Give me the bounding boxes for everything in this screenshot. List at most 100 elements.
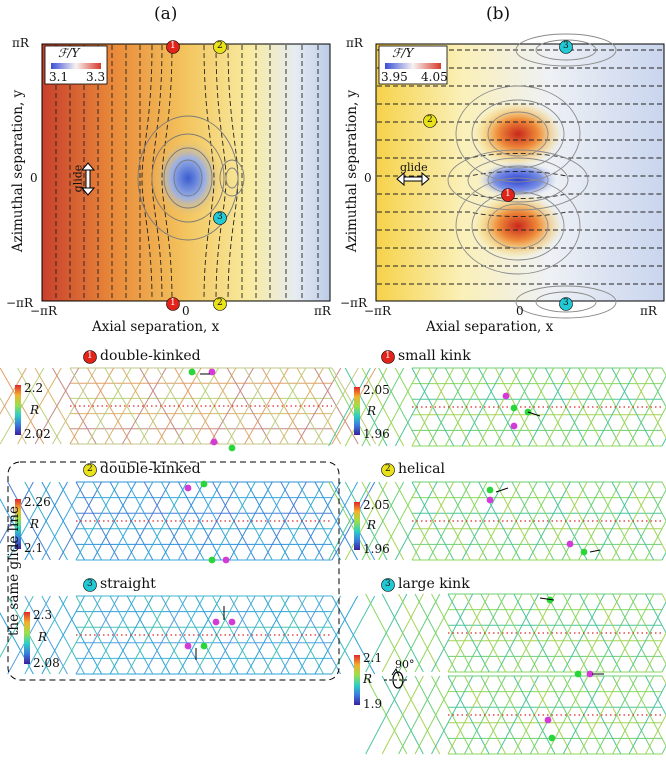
disclination-dot (188, 368, 196, 376)
disclination-dot (184, 484, 192, 492)
contour-ring (471, 191, 565, 261)
a-ytick-mid: 0 (30, 171, 38, 185)
mesh-tube (365, 675, 666, 755)
legend-a-title: ℱ/Y (58, 46, 80, 60)
a-xtick-left: −πR (30, 304, 57, 318)
disclination-dot (548, 734, 556, 742)
cb-a3-max: 2.3 (33, 608, 53, 622)
cfg-b1-title: small kink (398, 348, 471, 364)
legend-b-min: 3.95 (381, 70, 408, 84)
contour-line (377, 211, 663, 217)
marker-a-1-top (166, 40, 180, 54)
legend-b-colorbar (385, 63, 441, 69)
mesh-tube (328, 481, 666, 561)
colorbar-a1 (15, 385, 21, 435)
contour-ring (225, 167, 239, 189)
mesh-tube (365, 593, 666, 673)
cb-a3-mid: R (38, 630, 48, 644)
marker-b-1 (501, 188, 515, 202)
marker-b-2 (423, 114, 437, 128)
a-glide-label: glide (71, 164, 85, 193)
disclination-dot (228, 618, 236, 626)
glide-arrow (527, 411, 541, 417)
b-xlabel: Axial separation, x (426, 319, 554, 335)
disclination-dot (184, 642, 192, 650)
cb-b2-min: 1.96 (363, 542, 390, 556)
glide-arrow (589, 549, 601, 553)
disclination-markers (184, 368, 604, 742)
cfg-b3-num: 3 (385, 579, 391, 589)
a-xtick-right: πR (314, 304, 331, 318)
glide-arrow (539, 597, 555, 601)
marker-a-2-top-num: 2 (217, 41, 223, 51)
mesh-tube (328, 367, 666, 447)
panel-b-label: (b) (486, 4, 511, 24)
a-ylabel: Azimuthal separation, y (10, 89, 26, 253)
disclination-dot (486, 486, 494, 494)
glide-arrow-a (80, 162, 96, 196)
legend-a-colorbar (51, 63, 101, 69)
disclination-dot (486, 496, 494, 504)
cfg-b3-title: large kink (398, 576, 470, 592)
contour-ring (535, 39, 597, 61)
legend-a-max: 3.3 (86, 70, 106, 84)
disclination-dot (566, 540, 574, 548)
a-ytick-top: πR (12, 36, 29, 50)
colorbar-b1 (354, 387, 360, 435)
cb-b1-mid: R (367, 404, 377, 418)
a-ytick-bot: −πR (6, 296, 33, 310)
colorbar-b2 (354, 502, 360, 550)
contour-ring (487, 203, 549, 249)
contour-line (215, 44, 227, 301)
disclination-dot (212, 618, 220, 626)
contour-line (227, 44, 239, 301)
cb-b3-max: 2.1 (363, 651, 383, 665)
rotation-label: 90° (395, 658, 415, 671)
contour-ring (163, 147, 213, 209)
marker-a-1-bot-num: 1 (170, 298, 176, 308)
cb-b2-max: 2.05 (363, 498, 390, 512)
legend-b-title: ℱ/Y (392, 46, 414, 60)
cb-a2-max: 2.26 (24, 495, 51, 509)
contour-ring (151, 133, 225, 223)
colorbar-a3 (24, 612, 30, 664)
cfg-a2-num: 2 (87, 464, 93, 474)
cfg-b2-num: 2 (385, 464, 391, 474)
heatmap-b (375, 33, 665, 319)
disclination-dot (210, 438, 218, 446)
disclination-dot (200, 642, 208, 650)
marker-a-3-num: 3 (217, 212, 223, 222)
marker-a-1-top-num: 1 (170, 41, 176, 51)
rotation-arrow-icon (384, 667, 408, 689)
b-xtick-mid: 0 (516, 304, 524, 318)
contour-line (151, 44, 163, 301)
legend-b-max: 4.05 (421, 70, 448, 84)
markers-a (166, 40, 227, 311)
contour-ring (173, 159, 203, 197)
contour-ring (471, 99, 565, 169)
disclination-dot (208, 556, 216, 564)
b-xtick-left: −πR (364, 304, 391, 318)
marker-a-1-bottom (166, 297, 180, 311)
cb-a2-min: 2.1 (24, 541, 44, 555)
disclination-dot (580, 548, 588, 556)
marker-b-1-num: 1 (505, 189, 511, 199)
cb-a1-mid: R (30, 403, 40, 417)
disclination-dot (546, 596, 554, 604)
marker-a-2-bot-num: 2 (217, 298, 223, 308)
cb-a2-mid: R (30, 517, 40, 531)
b-xtick-right: πR (640, 304, 657, 318)
disclination-dot (200, 480, 208, 488)
glide-line-group-box (7, 461, 340, 681)
colorbar-a2 (15, 499, 21, 549)
contour-line (377, 193, 663, 199)
glide-box-label: the same glide line (6, 506, 22, 636)
contour-ring (515, 285, 617, 319)
cfg-b1-num: 1 (385, 351, 391, 361)
a-xtick-mid: 0 (182, 304, 190, 318)
legend-a-min: 3.1 (49, 70, 69, 84)
contour-ring (535, 291, 597, 313)
cb-b3-min: 1.9 (363, 697, 383, 711)
mesh-tube (0, 367, 377, 445)
